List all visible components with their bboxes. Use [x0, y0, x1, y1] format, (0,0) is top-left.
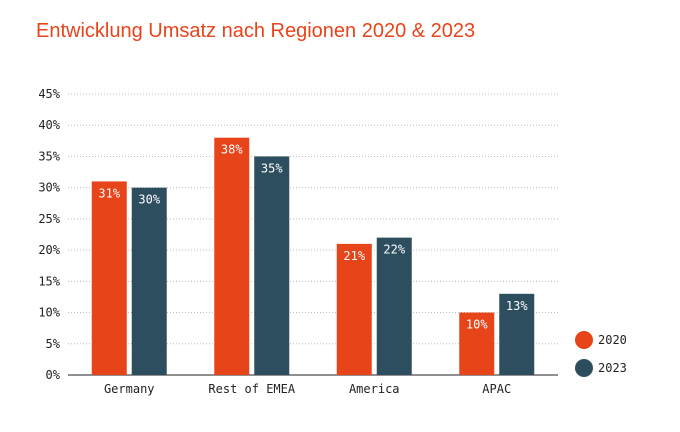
data-label: 13%	[506, 299, 528, 313]
legend-label: 2023	[598, 361, 627, 375]
y-tick-label: 20%	[38, 243, 60, 257]
bar-2020-1	[214, 137, 250, 375]
y-axis: 0% 5% 10% 15% 20% 25% 30% 35% 40% 45%	[38, 87, 60, 382]
x-category-label: Rest of EMEA	[208, 382, 295, 396]
data-label: 22%	[383, 243, 405, 257]
data-label: 38%	[221, 143, 243, 157]
legend-swatch-2023	[575, 359, 593, 377]
data-label: 10%	[466, 318, 488, 332]
bar-2020-0	[91, 181, 127, 375]
bar-2020-2	[336, 243, 372, 375]
y-tick-label: 30%	[38, 181, 60, 195]
y-tick-label: 25%	[38, 212, 60, 226]
y-tick-label: 40%	[38, 118, 60, 132]
bar-2023-1	[254, 156, 290, 375]
bars: 31% 30% 38% 35% 21% 22% 10% 13%	[91, 137, 535, 375]
bar-2023-0	[131, 187, 167, 375]
y-tick-label: 0%	[46, 368, 61, 382]
bar-2023-2	[376, 237, 412, 375]
y-tick-label: 35%	[38, 149, 60, 163]
bar-2023-3	[499, 293, 535, 375]
x-category-label: America	[349, 382, 400, 396]
chart-title: Entwicklung Umsatz nach Regionen 2020 & …	[36, 20, 476, 42]
legend-label: 2020	[598, 333, 627, 347]
y-tick-label: 15%	[38, 274, 60, 288]
y-tick-label: 45%	[38, 87, 60, 101]
data-label: 21%	[343, 249, 365, 263]
x-category-label: Germany	[104, 382, 155, 396]
data-label: 31%	[98, 186, 120, 200]
y-tick-label: 5%	[46, 337, 61, 351]
bar-2020-3	[459, 312, 495, 375]
legend-swatch-2020	[575, 331, 593, 349]
data-label: 30%	[138, 193, 160, 207]
legend: 2020 2023	[575, 331, 627, 377]
x-axis: Germany Rest of EMEA America APAC	[104, 382, 511, 396]
y-tick-label: 10%	[38, 306, 60, 320]
x-category-label: APAC	[482, 382, 511, 396]
data-label: 35%	[261, 161, 283, 175]
